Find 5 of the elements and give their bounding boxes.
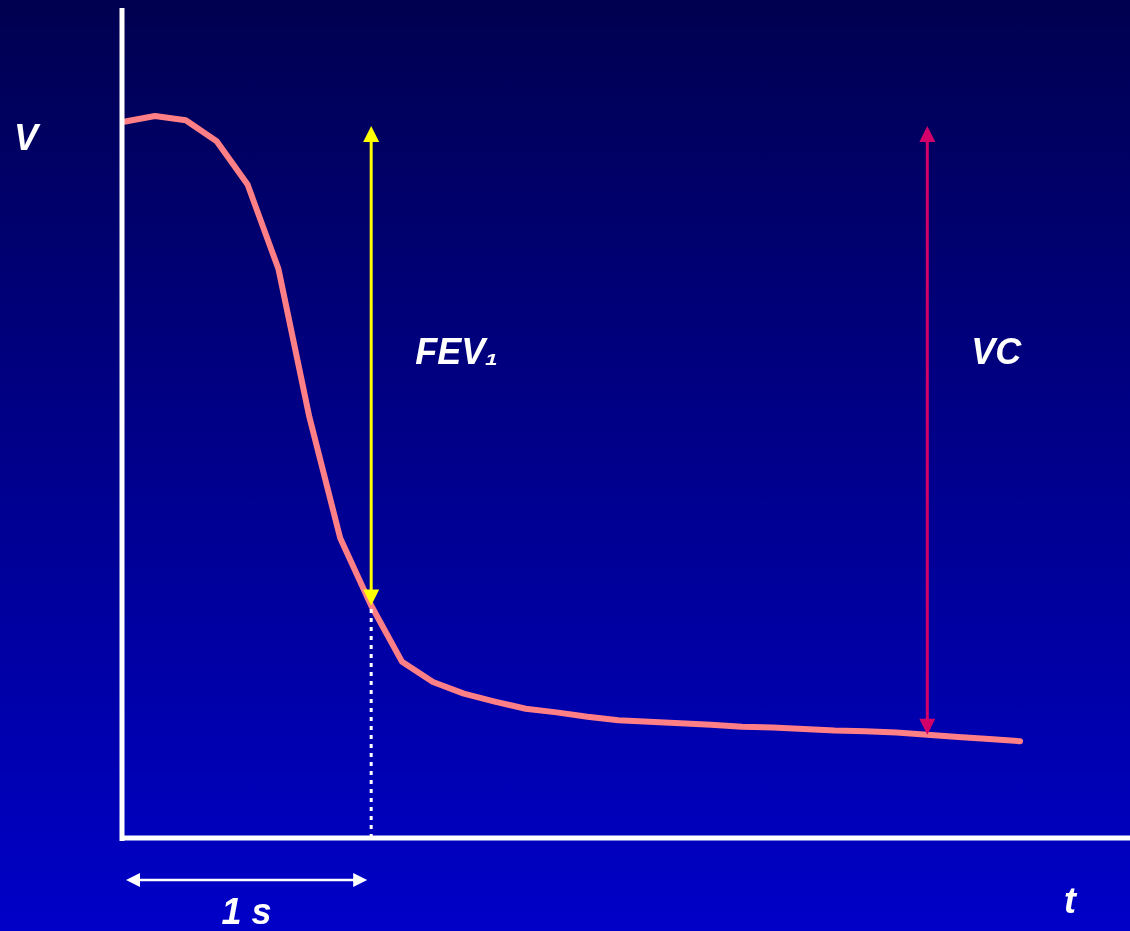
text: 1 s (221, 891, 272, 931)
annotation: VC (971, 330, 1023, 372)
annotation: FEV₁ (415, 330, 498, 372)
x-axis-title: t (1064, 880, 1078, 921)
y-axis-title: V (14, 117, 41, 158)
